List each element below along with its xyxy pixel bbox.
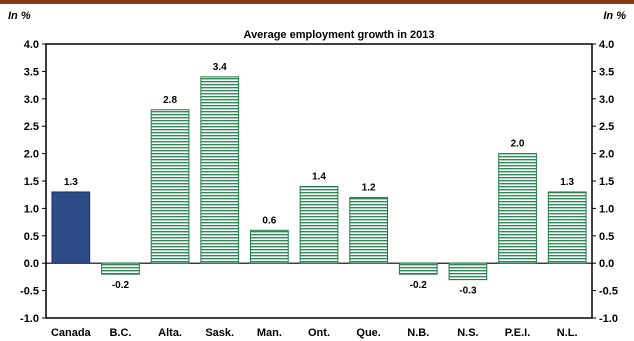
y-tick-label-right: 0.5 <box>599 231 614 243</box>
y-tick-label-left: 2.0 <box>24 149 39 161</box>
category-label: N.S. <box>457 327 478 339</box>
data-label: 3.4 <box>213 62 227 73</box>
y-tick-label-left: 1.5 <box>24 176 39 188</box>
y-tick-label-left: 1.0 <box>24 203 39 215</box>
bar-province <box>547 191 587 264</box>
bar-province <box>448 262 488 281</box>
category-label: Ont. <box>308 327 330 339</box>
data-label: 1.2 <box>362 182 376 193</box>
y-tick-label-left: 3.0 <box>24 94 39 106</box>
y-tick-label-left: -1.0 <box>20 313 39 325</box>
bar-province <box>101 262 140 275</box>
data-label: 0.6 <box>262 215 276 226</box>
bar-province <box>498 153 537 264</box>
data-label: -0.2 <box>410 280 428 291</box>
y-tick-label-left: 0.0 <box>24 258 39 270</box>
data-label: -0.3 <box>459 286 477 297</box>
y-tick-label-left: 2.5 <box>24 121 39 133</box>
data-label: -0.2 <box>112 280 130 291</box>
y-tick-label-left: 4.0 <box>24 39 39 51</box>
y-tick-label-right: -0.5 <box>599 286 618 298</box>
category-label: N.L. <box>557 327 578 339</box>
data-label: 1.3 <box>560 177 574 188</box>
y-tick-label-right: 1.0 <box>599 203 614 215</box>
bar-province <box>398 262 438 275</box>
data-label: 1.4 <box>312 171 326 182</box>
category-label: N.B. <box>407 327 429 339</box>
y-tick-label-right: 3.5 <box>599 66 614 78</box>
category-label: Man. <box>257 327 282 339</box>
y-tick-label-right: 2.5 <box>599 121 614 133</box>
y-tick-label-right: 4.0 <box>599 39 614 51</box>
data-label: 2.0 <box>511 139 525 150</box>
category-label: B.C. <box>109 327 131 339</box>
y-tick-label-right: 2.0 <box>599 149 614 161</box>
top-rule <box>0 0 634 4</box>
y-tick-label-right: 0.0 <box>599 258 614 270</box>
plot-area: Average employment growth in 2013 4.0 4.0 3… <box>20 29 618 339</box>
y-tick-label-right: 3.0 <box>599 94 614 106</box>
y-unit-left: In % <box>8 10 31 22</box>
chart-title: Average employment growth in 2013 <box>244 29 435 41</box>
y-tick-label-left: -0.5 <box>20 286 39 298</box>
bar-province <box>150 109 190 264</box>
category-label: Sask. <box>205 327 234 339</box>
y-tick-label-right: -1.0 <box>599 313 618 325</box>
category-label: P.E.I. <box>505 327 530 339</box>
category-label: Canada <box>51 327 92 339</box>
category-label: Alta. <box>158 327 182 339</box>
y-tick-label-right: 1.5 <box>599 176 614 188</box>
bar-province <box>299 185 339 264</box>
bar-province <box>349 196 388 264</box>
data-label: 1.3 <box>64 177 78 188</box>
bar-canada <box>51 191 91 264</box>
category-label: Que. <box>356 327 380 339</box>
y-tick-label-left: 3.5 <box>24 66 39 78</box>
y-tick-label-left: 0.5 <box>24 231 39 243</box>
bar-province <box>250 229 289 264</box>
data-label: 2.8 <box>163 95 177 106</box>
y-unit-right: In % <box>603 10 626 22</box>
bar-province <box>200 76 240 264</box>
